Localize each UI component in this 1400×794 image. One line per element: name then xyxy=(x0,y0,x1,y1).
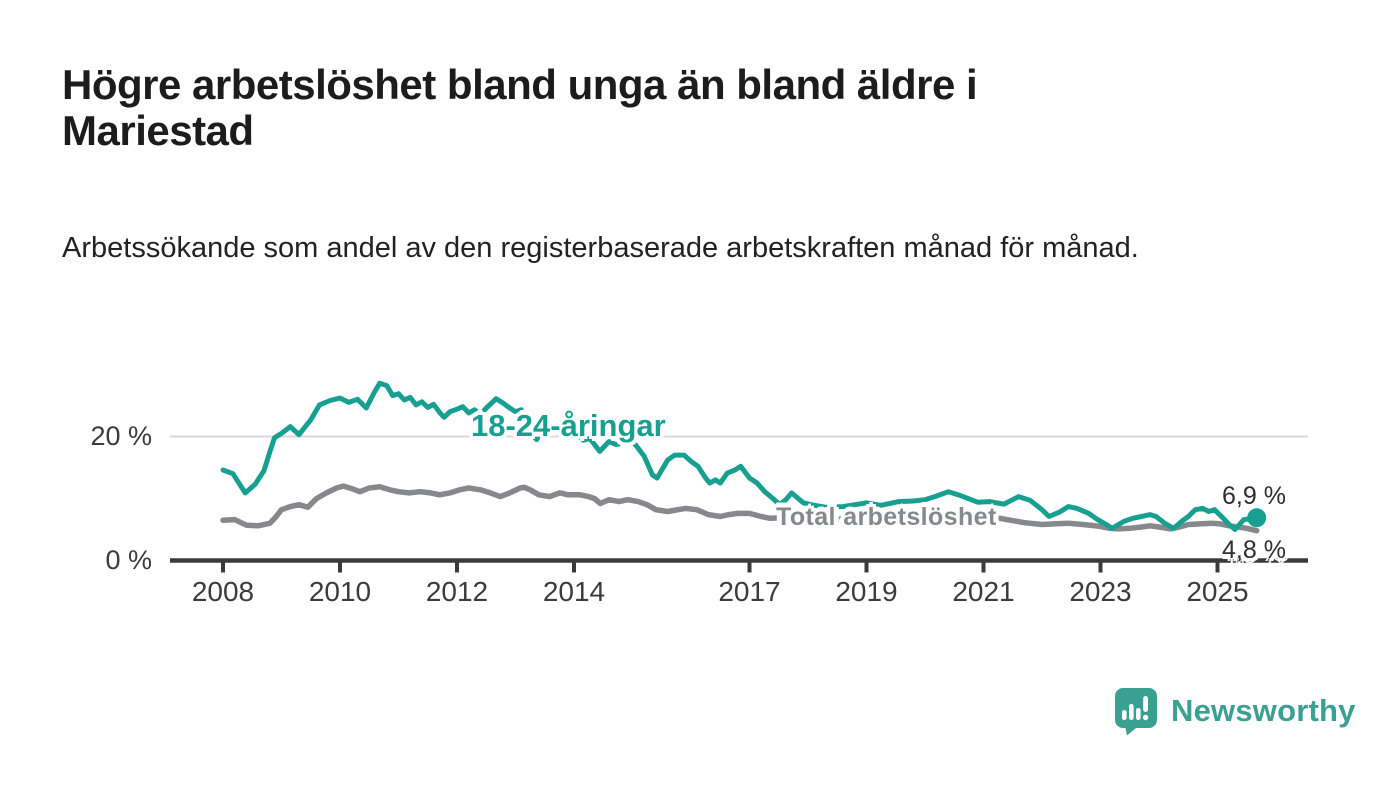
x-tick-label-2008: 2008 xyxy=(191,576,255,607)
x-tick-label-2017: 2017 xyxy=(718,576,781,607)
y-tick-label-20: 20 % xyxy=(90,420,152,451)
y-tick-label-0: 0 % xyxy=(105,544,152,575)
x-tick-label-2012: 2012 xyxy=(425,576,489,607)
exclamation-dot xyxy=(1142,714,1149,721)
newsworthy-logo: Newsworthy xyxy=(1113,685,1356,737)
x-tick-label-2021: 2021 xyxy=(952,576,1015,607)
end-value-youth: 6,9 % xyxy=(1222,482,1286,510)
series-label-youth: 18-24-åringar xyxy=(471,408,666,443)
series-label-total: Total arbetslöshet xyxy=(776,503,997,531)
youth-line xyxy=(220,380,1260,532)
latest-value-dot xyxy=(1247,508,1267,528)
newsworthy-logo-icon xyxy=(1115,688,1157,736)
x-tick-label-2010: 2010 xyxy=(308,576,372,607)
newsworthy-logo-text: Newsworthy xyxy=(1171,693,1356,728)
total-line xyxy=(220,483,1260,534)
x-tick-label-2014: 2014 xyxy=(542,576,606,607)
x-tick-label-2023: 2023 xyxy=(1069,576,1132,607)
end-value-total: 4,8 % xyxy=(1222,536,1286,564)
page-title: Högre arbetslöshet bland unga än bland ä… xyxy=(62,61,978,154)
page-subtitle: Arbetssökande som andel av den registerb… xyxy=(62,232,1139,264)
bar-2 xyxy=(1129,704,1134,720)
x-tick-label-2019: 2019 xyxy=(835,576,898,607)
x-tick-label-2025: 2025 xyxy=(1186,576,1249,607)
bar-3 xyxy=(1136,708,1141,720)
bar-1 xyxy=(1122,710,1127,720)
exclamation-bar xyxy=(1143,696,1148,712)
